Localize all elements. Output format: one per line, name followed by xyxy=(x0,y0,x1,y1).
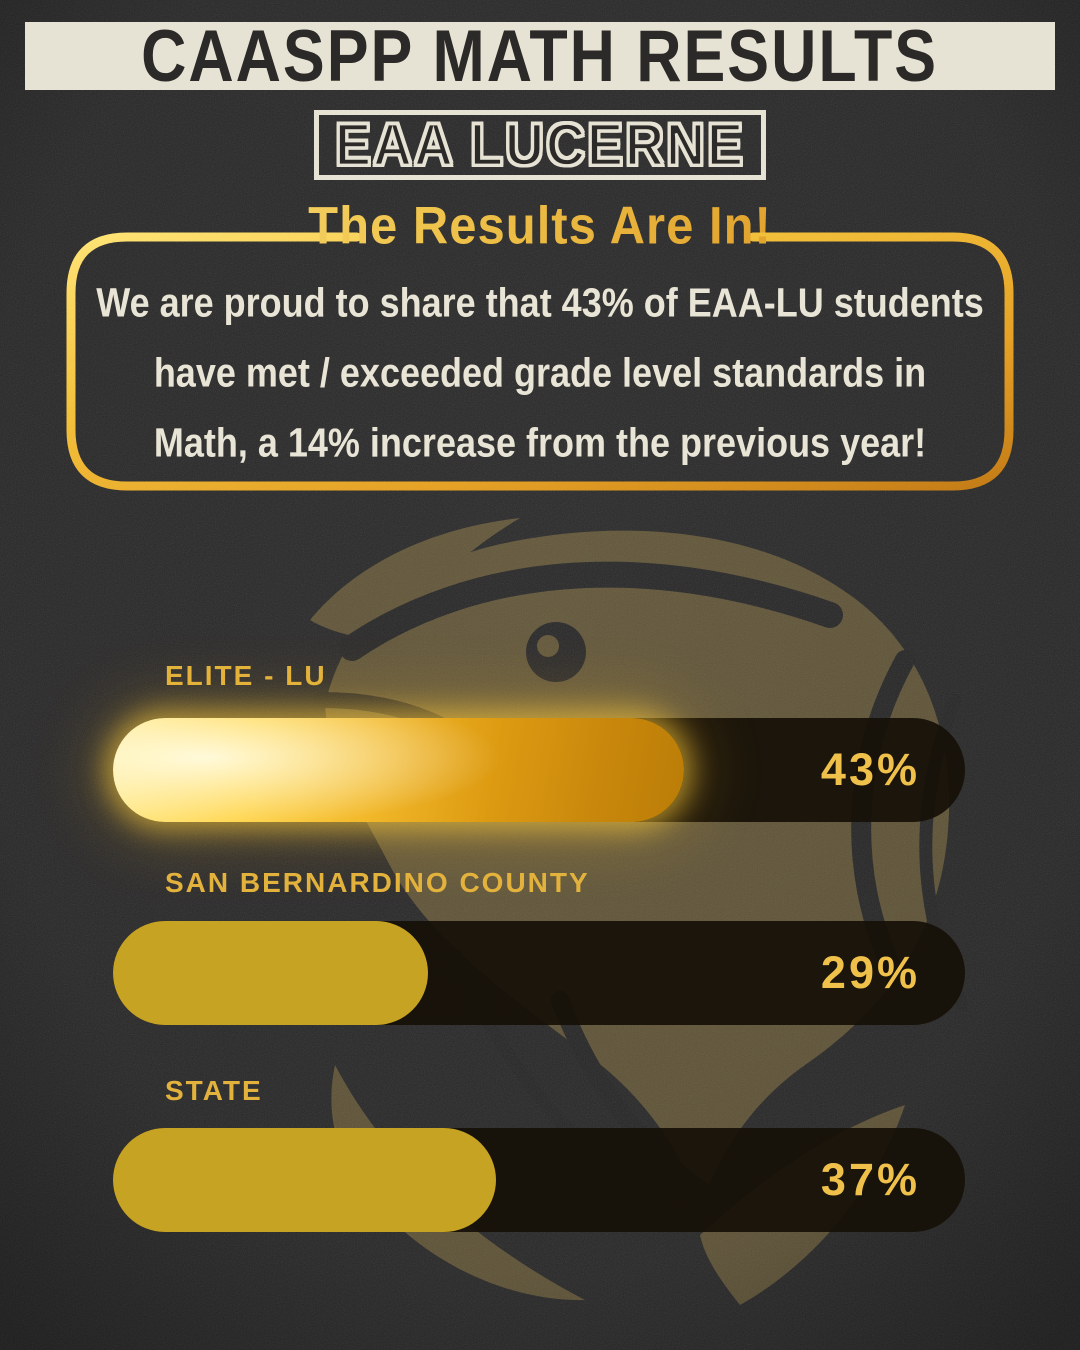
page-title: CAASPP MATH RESULTS xyxy=(141,14,939,98)
bar-label-elite-lu: ELITE - LU xyxy=(165,660,327,691)
bar-value-elite-lu: 43% xyxy=(820,744,920,795)
page-subtitle: EAA LUCERNE xyxy=(334,111,746,180)
bar-track-san-bernardino-county: 29% xyxy=(113,921,965,1025)
callout-heading: The Results Are In! xyxy=(0,196,1080,256)
bar-value-san-bernardino-county: 29% xyxy=(820,947,920,998)
callout-line-2: have met / exceeded grade level standard… xyxy=(153,349,927,396)
title-banner: CAASPP MATH RESULTS xyxy=(25,15,1055,97)
bar-label-state: STATE xyxy=(165,1075,263,1106)
bar-fill-elite-lu xyxy=(113,718,684,822)
subtitle-banner: EAA LUCERNE xyxy=(313,110,767,180)
bar-fill-san-bernardino-county xyxy=(113,921,429,1025)
bar-track-state: 37% xyxy=(113,1128,965,1232)
bar-track-elite-lu: 43% xyxy=(113,718,965,822)
bar-value-state: 37% xyxy=(820,1154,920,1205)
callout-line-1: We are proud to share that 43% of EAA-LU… xyxy=(96,279,984,326)
callout-paragraph: We are proud to share that 43% of EAA-LU… xyxy=(90,268,990,478)
bar-fill-state xyxy=(113,1128,497,1232)
bar-label-san-bernardino-county: SAN BERNARDINO COUNTY xyxy=(165,867,590,898)
callout-line-3: Math, a 14% increase from the previous y… xyxy=(153,419,927,466)
